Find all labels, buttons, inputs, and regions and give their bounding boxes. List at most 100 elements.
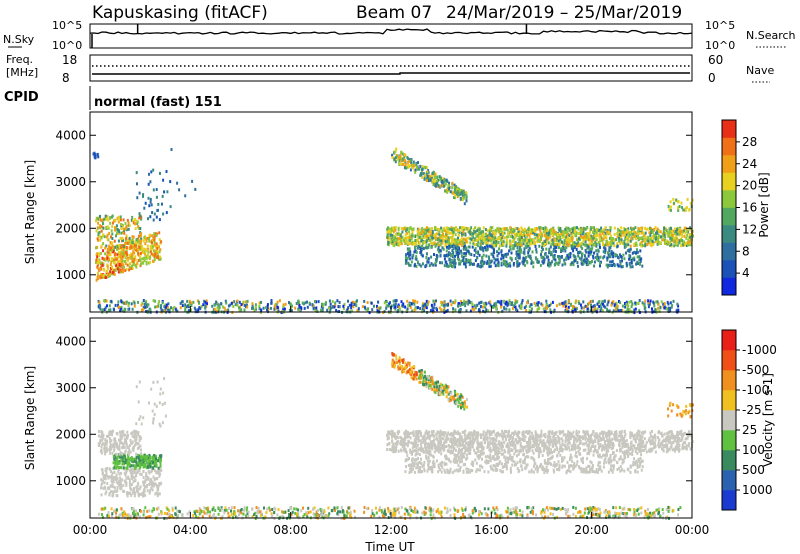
power-echo <box>550 252 553 256</box>
power-echo <box>507 252 509 256</box>
power-echo <box>551 233 554 237</box>
power-echo <box>623 233 626 237</box>
velocity-echo <box>583 511 586 515</box>
velocity-echo <box>607 511 610 514</box>
power-echo <box>397 226 400 230</box>
velocity-echo <box>103 507 105 511</box>
power-echo <box>451 228 454 232</box>
power-echo <box>591 239 593 243</box>
power-echo <box>350 303 353 307</box>
power-echo <box>500 250 503 254</box>
power-echo <box>486 260 489 264</box>
power-echo <box>124 301 127 304</box>
velocity-echo <box>253 513 256 517</box>
power-echo <box>440 300 443 304</box>
velocity-echo <box>655 508 658 512</box>
power-echo <box>545 299 548 303</box>
power-echo <box>464 265 467 269</box>
velocity-echo <box>348 506 351 510</box>
power-echo <box>122 231 124 235</box>
power-echo <box>493 257 496 261</box>
power-echo <box>566 238 568 242</box>
power-echo <box>592 230 594 234</box>
power-echo <box>252 306 255 310</box>
power-echo <box>401 162 404 166</box>
velocity-echo <box>555 507 558 511</box>
power-echo <box>509 239 512 243</box>
power-echo <box>356 299 358 303</box>
power-echo <box>128 236 131 240</box>
power-echo <box>444 228 447 232</box>
power-echo <box>116 253 119 257</box>
power-echo <box>451 249 454 253</box>
power-echo <box>417 227 420 231</box>
power-echo <box>438 250 441 254</box>
power-echo <box>144 301 147 305</box>
power-echo <box>472 232 475 235</box>
power-echo <box>140 237 143 241</box>
power-echo <box>648 302 651 306</box>
power-echo <box>547 258 550 262</box>
power-echo <box>117 246 120 250</box>
power-echo <box>115 257 118 261</box>
power-echo <box>128 301 130 305</box>
power-echo <box>586 261 589 265</box>
power-echo <box>482 305 484 309</box>
power-echo <box>464 227 467 231</box>
power-echo <box>103 308 106 312</box>
power-colorbar-swatch <box>722 260 736 278</box>
power-echo <box>497 264 500 268</box>
power-echo <box>434 244 437 248</box>
velocity-echo <box>592 512 595 516</box>
power-echo <box>612 300 615 304</box>
power-echo <box>476 244 479 248</box>
power-echo <box>639 249 642 253</box>
velocity-echo <box>627 507 630 511</box>
velocity-echo <box>133 515 136 518</box>
velocity-echo <box>494 512 497 516</box>
velocity-echo <box>234 512 237 516</box>
power-echo <box>260 300 263 304</box>
power-echo <box>565 309 568 313</box>
power-echo <box>553 248 555 252</box>
power-echo <box>441 234 444 238</box>
power-echo <box>587 302 589 306</box>
power-echo <box>541 226 543 230</box>
power-echo <box>584 227 587 231</box>
power-echo <box>500 242 503 245</box>
power-echo <box>525 309 528 312</box>
power-echo <box>156 256 159 260</box>
power-echo <box>432 170 435 174</box>
power-echo <box>96 261 99 265</box>
power-echo <box>523 257 526 261</box>
power-echo <box>105 244 108 248</box>
power-echo <box>574 233 577 237</box>
power-echo <box>482 233 484 237</box>
power-echo <box>650 238 652 242</box>
power-echo <box>529 241 532 245</box>
velocity-echo <box>598 508 601 511</box>
power-echo <box>630 261 633 265</box>
power-echo <box>111 225 114 229</box>
power-echo <box>685 241 688 245</box>
velocity-echo <box>313 506 316 510</box>
power-echo <box>108 251 111 255</box>
power-echo <box>519 304 522 308</box>
power-echo <box>503 231 506 235</box>
power-echo <box>474 226 477 230</box>
power-echo <box>560 247 563 251</box>
power-echo <box>492 250 495 254</box>
power-echo <box>243 308 246 312</box>
velocity-echo <box>516 513 519 516</box>
power-echo <box>602 228 605 232</box>
power-echo <box>542 307 545 311</box>
power-echo <box>561 235 564 239</box>
velocity-echo <box>192 514 195 517</box>
power-echo <box>625 302 628 306</box>
power-echo <box>137 225 140 229</box>
power-echo <box>656 300 659 304</box>
power-echo <box>126 218 129 222</box>
power-echo <box>111 214 114 218</box>
power-echo <box>258 301 261 305</box>
power-echo <box>440 226 443 230</box>
